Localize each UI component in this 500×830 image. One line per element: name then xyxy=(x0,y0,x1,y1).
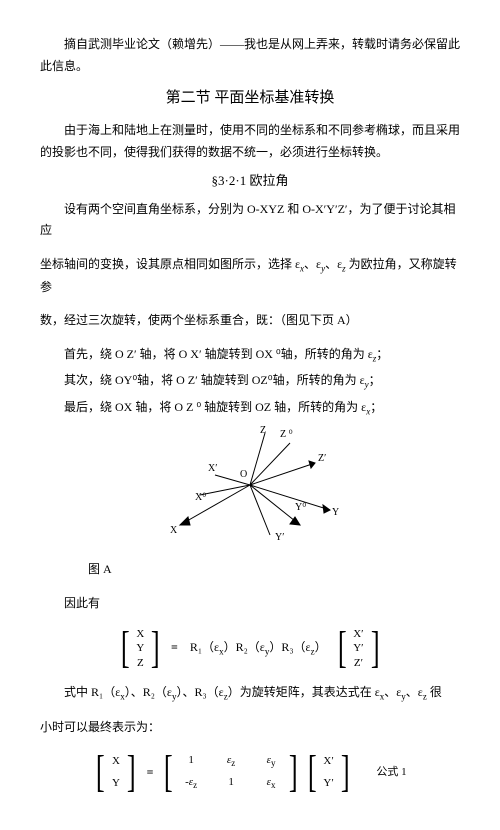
r-expression: R₁（εx）R₂（εy）R₃（εz） xyxy=(190,637,327,660)
diag-label-yprime: Y′ xyxy=(275,532,284,543)
p3-sub: y xyxy=(365,380,369,390)
formula-label: 公式 1 xyxy=(376,763,406,783)
paragraph-4: 最后，绕 OX 轴，将 O Z ⁰ 轴旋转到 OZ 轴，所转的角为 εx； xyxy=(40,397,460,420)
paragraph-2: 首先，绕 O Z′ 轴，将 O X′ 轴旋转到 OX ⁰轴，所转的角为 εz； xyxy=(40,344,460,367)
rm-12: εz xyxy=(220,751,242,771)
bracket-icon: [ xyxy=(121,626,130,670)
p3-text: 其次，绕 OY⁰轴，将 O Z′ 轴旋转到 OZ⁰轴，所转的角为 ε xyxy=(64,373,365,387)
dd: ）为旋转矩阵，其表达式在 ε xyxy=(228,685,380,699)
m2-z: Z′ xyxy=(353,656,363,670)
matrix-xy-right: X′ Y′ xyxy=(323,750,333,794)
diagram-svg: Z Z ⁰ Z′ O X′ X⁰ X Y⁰ Y Y′ xyxy=(140,425,360,545)
diag-label-xprime: X′ xyxy=(208,463,217,474)
rm-22: 1 xyxy=(220,773,242,793)
bracket-icon: ] xyxy=(151,626,160,670)
paragraph-3: 其次，绕 OY⁰轴，将 O Z′ 轴旋转到 OZ⁰轴，所转的角为 εy； xyxy=(40,370,460,393)
m1-x: X xyxy=(136,627,144,641)
rm-21: -εz xyxy=(180,773,202,793)
paragraph-1-line-3: 数，经过三次旋转，使两个坐标系重合，既：（图见下页 A） xyxy=(40,310,460,332)
de: 、ε xyxy=(384,685,401,699)
diag-label-z: Z xyxy=(260,425,266,436)
rm12s: z xyxy=(231,758,235,768)
equation-1: [ X Y Z ] = R₁（εx）R₂（εy）R₃（εz） [ X′ Y′ Z… xyxy=(40,626,460,670)
m3r-y: Y′ xyxy=(323,776,333,790)
matrix-xy-left: X Y xyxy=(112,750,120,794)
therefore-text: 因此有 xyxy=(40,593,460,615)
p1d-text: 、ε xyxy=(325,257,342,271)
diag-label-o: O xyxy=(240,469,247,480)
m1-z: Z xyxy=(136,656,144,670)
r2-text: ）R₂（ε xyxy=(224,640,265,654)
r-end: ） xyxy=(315,640,327,654)
bracket-icon: [ xyxy=(96,750,105,794)
diag-label-zprime: Z′ xyxy=(318,453,326,464)
bracket-icon: [ xyxy=(308,750,317,794)
equation-2: [ X Y ] = [ 1 εz εy -εz 1 εx ] [ X′ Y′ ]… xyxy=(40,750,460,794)
bracket-icon: ] xyxy=(341,750,350,794)
m1-y: Y xyxy=(136,641,144,655)
rm23s: x xyxy=(271,780,276,790)
matrix-xyz-prime: X′ Y′ Z′ xyxy=(353,626,363,670)
diag-label-x0: X⁰ xyxy=(195,492,206,503)
p1b-text: 坐标轴间的变换，设其原点相同如图所示，选择 ε xyxy=(40,257,300,271)
p2-sub: z xyxy=(373,353,377,363)
m3r-x: X′ xyxy=(323,754,333,768)
sub-title: §3·2·1 欧拉角 xyxy=(40,169,460,192)
p2-text: 首先，绕 O Z′ 轴，将 O X′ 轴旋转到 OX ⁰轴，所转的角为 ε xyxy=(64,347,373,361)
dg: 很 xyxy=(427,685,442,699)
p1c-text: 、ε xyxy=(304,257,321,271)
df: 、ε xyxy=(406,685,423,699)
rotation-matrix: 1 εz εy -εz 1 εx xyxy=(180,750,282,794)
bracket-icon: ] xyxy=(371,626,380,670)
m3l-y: Y xyxy=(112,776,120,790)
euler-angle-diagram: Z Z ⁰ Z′ O X′ X⁰ X Y⁰ Y Y′ xyxy=(40,425,460,553)
dc: ）、R₃（ε xyxy=(176,685,223,699)
r3-text: ）R₃（ε xyxy=(269,640,310,654)
diag-label-y0: Y⁰ xyxy=(295,502,306,513)
diag-label-y: Y xyxy=(332,507,339,518)
diag-label-x: X xyxy=(170,525,178,536)
bracket-icon: [ xyxy=(164,750,173,794)
db: ）、R₂（ε xyxy=(125,685,172,699)
equals-sign: = xyxy=(171,637,178,659)
rm-23: εx xyxy=(260,773,282,793)
bracket-icon: [ xyxy=(338,626,347,670)
bracket-icon: ] xyxy=(289,750,298,794)
matrix-xyz: X Y Z xyxy=(136,626,144,670)
matrix-description-2: 小时可以最终表示为： xyxy=(40,717,460,739)
equals-sign-2: = xyxy=(147,762,154,784)
paragraph-1-line-1: 设有两个空间直角坐标系，分别为 O-XYZ 和 O-X′Y′Z′，为了便于讨论其… xyxy=(40,199,460,242)
bracket-icon: ] xyxy=(127,750,136,794)
diag-label-z0: Z ⁰ xyxy=(280,429,293,440)
rm-13: εy xyxy=(260,751,282,771)
rm13s: y xyxy=(271,758,276,768)
intro-paragraph: 由于海上和陆地上在测量时，使用不同的坐标系和不同参考椭球，而且采用的投影也不同，… xyxy=(40,120,460,163)
da: 式中 R₁（ε xyxy=(64,685,120,699)
rm-11: 1 xyxy=(180,751,202,771)
paragraph-1-line-2: 坐标轴间的变换，设其原点相同如图所示，选择 εx、εy、εz 为欧拉角，又称旋转… xyxy=(40,254,460,298)
m3l-x: X xyxy=(112,754,120,768)
r1-text: R₁（ε xyxy=(190,640,219,654)
p4-text: 最后，绕 OX 轴，将 O Z ⁰ 轴旋转到 OZ 轴，所转的角为 ε xyxy=(64,400,366,414)
rm21s: z xyxy=(193,780,197,790)
m2-y: Y′ xyxy=(353,641,363,655)
section-title: 第二节 平面坐标基准转换 xyxy=(40,85,460,112)
matrix-description: 式中 R₁（εx）、R₂（εy）、R₃（εz）为旋转矩阵，其表达式在 εx、εy… xyxy=(40,682,460,705)
p4-sub: x xyxy=(366,406,370,416)
header-note: 摘自武测毕业论文（赖增先）——我也是从网上弄来，转载时请务必保留此此信息。 xyxy=(40,34,460,77)
figure-caption: 图 A xyxy=(40,559,460,581)
m2-x: X′ xyxy=(353,627,363,641)
